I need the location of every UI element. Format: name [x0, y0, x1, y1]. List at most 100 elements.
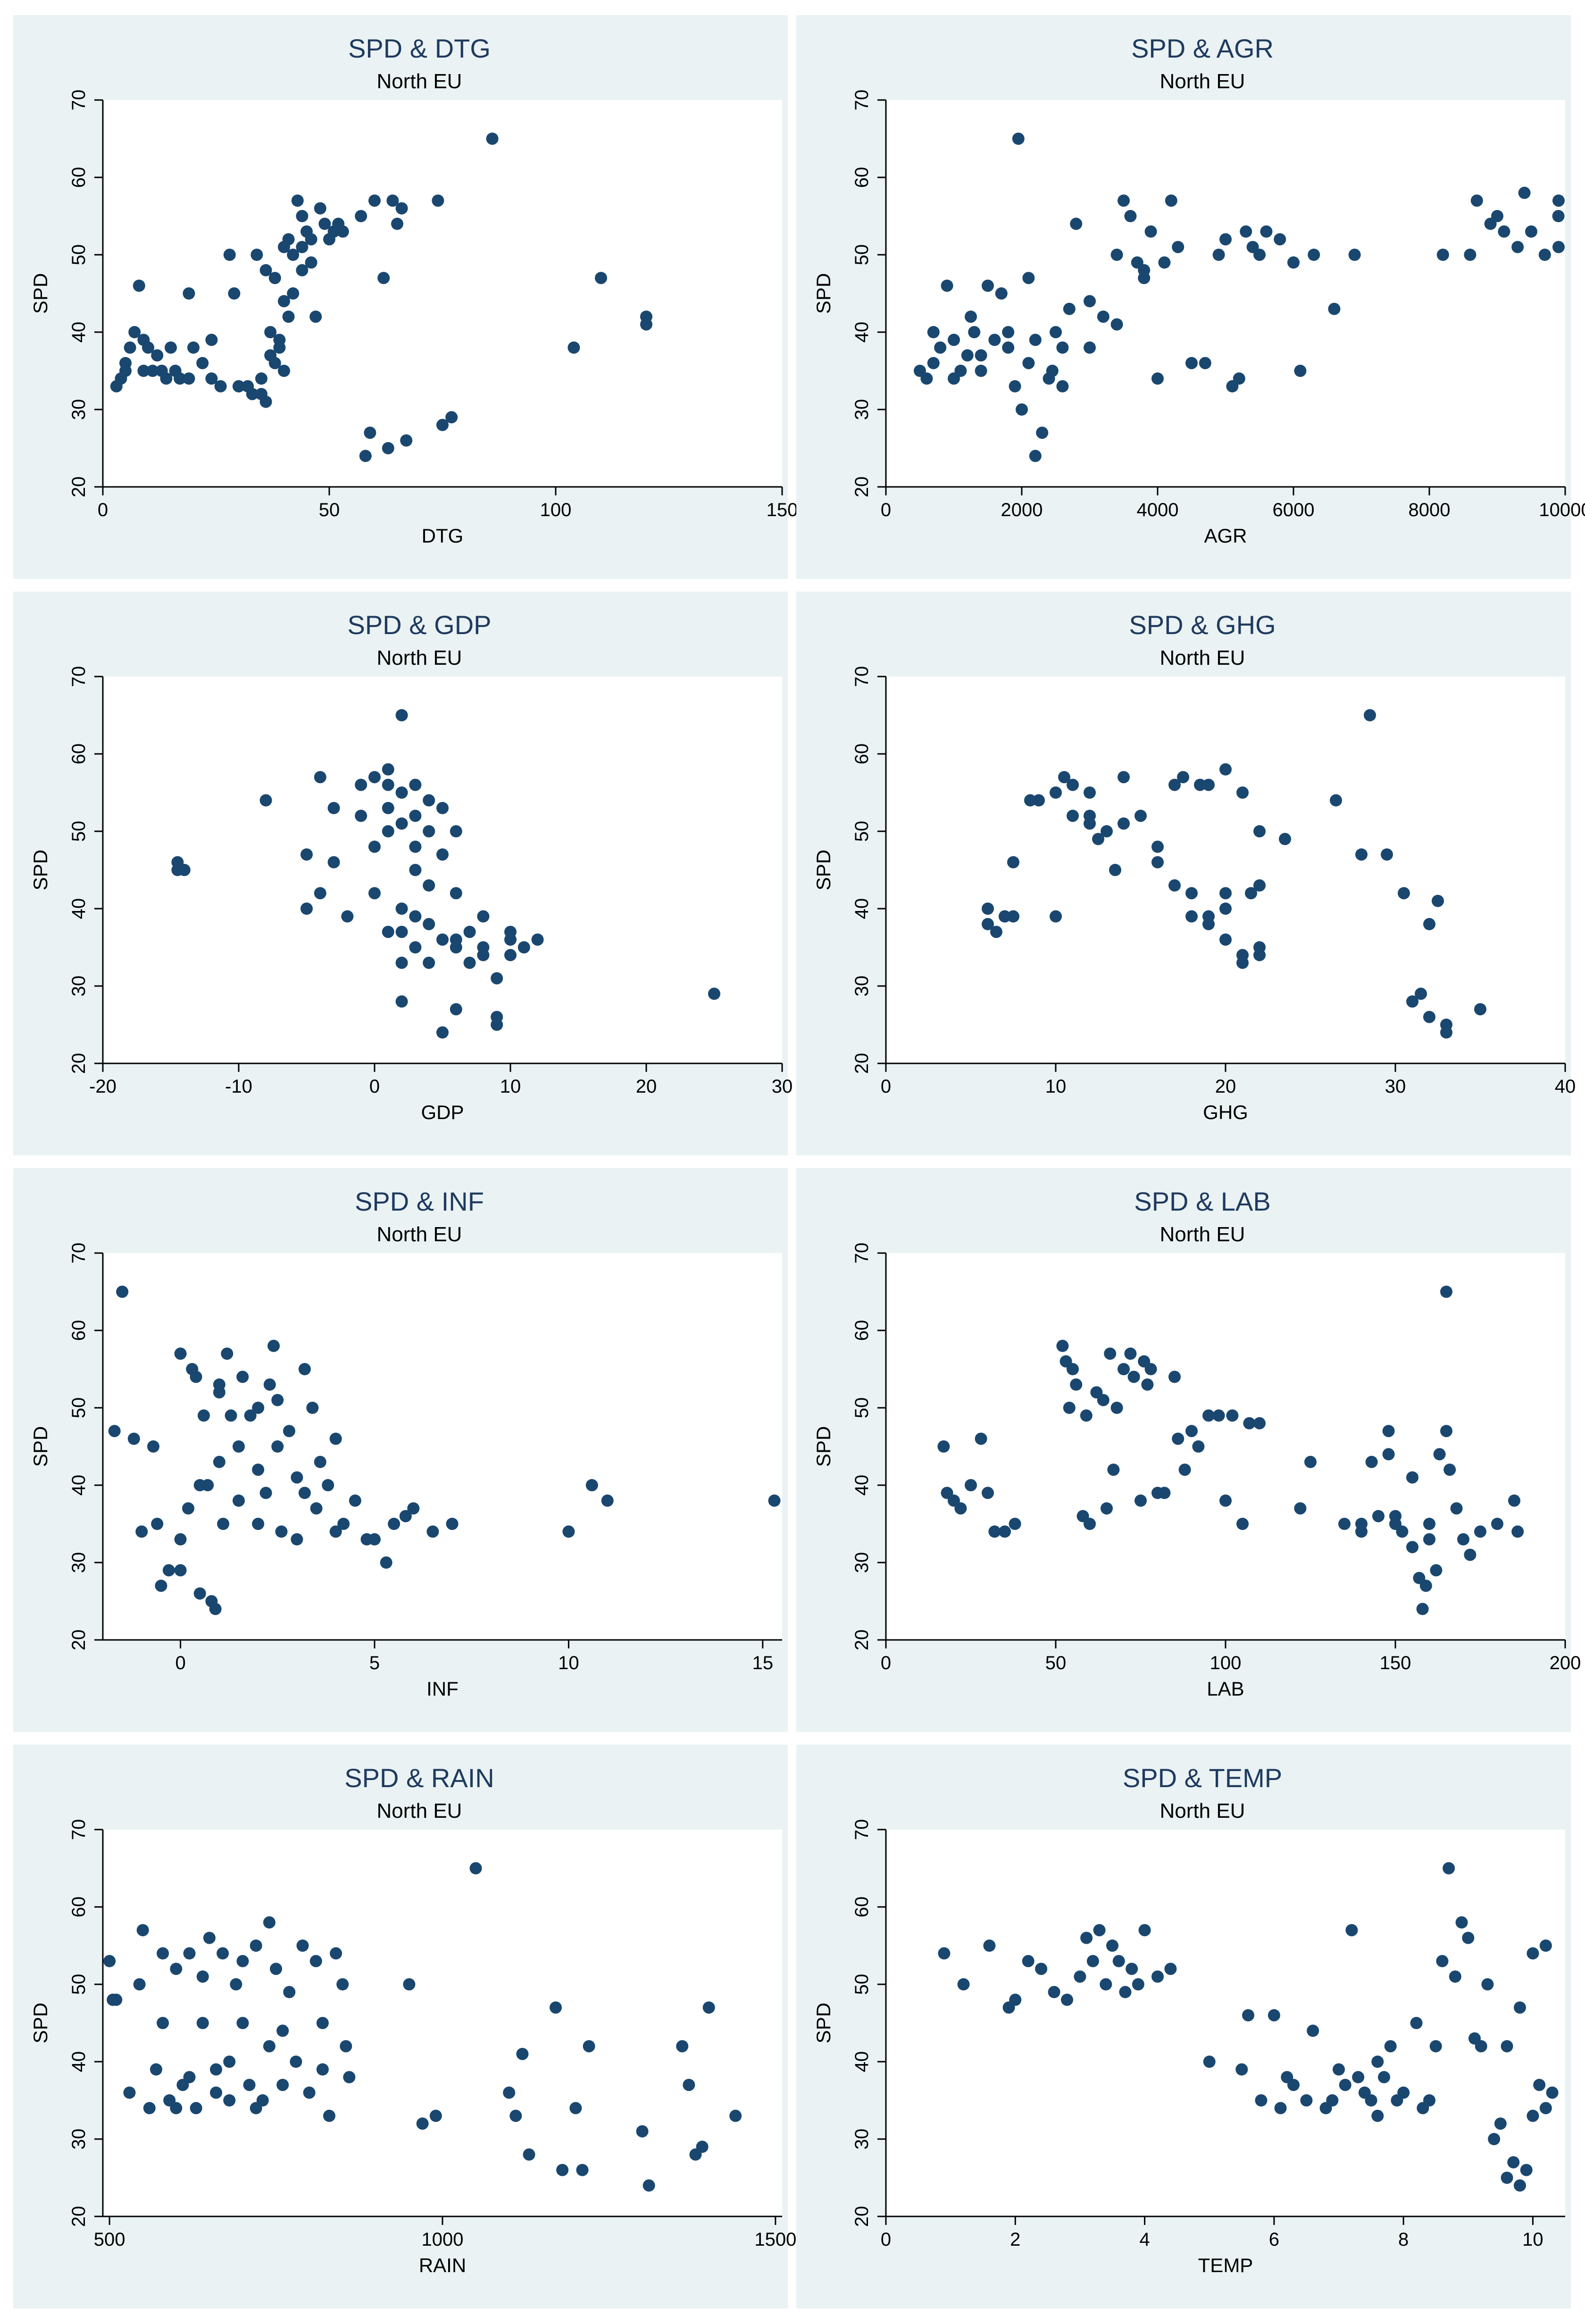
- data-point: [170, 2102, 183, 2115]
- data-point: [382, 825, 394, 837]
- data-point: [268, 272, 281, 284]
- y-tick-label: 30: [68, 2129, 89, 2150]
- data-point: [1100, 1978, 1112, 1990]
- data-point: [676, 2040, 689, 2053]
- data-point: [300, 903, 313, 915]
- data-point: [975, 1432, 987, 1445]
- data-point: [1406, 995, 1418, 1008]
- data-point: [1067, 1363, 1079, 1375]
- data-point: [290, 2056, 302, 2068]
- data-point: [1092, 833, 1104, 845]
- data-point: [1219, 933, 1232, 946]
- data-point: [1070, 1378, 1083, 1391]
- chart-panel-6: SPD & LAB North EU 20 30 40 50 60 70 0 50 100 150 20…: [796, 1168, 1581, 1732]
- data-point: [436, 1026, 449, 1039]
- chart-subtitle: North EU: [1160, 1223, 1245, 1246]
- data-point: [1124, 210, 1137, 222]
- data-point: [1364, 709, 1376, 721]
- data-point: [999, 910, 1011, 923]
- plot-area: [886, 100, 1565, 487]
- data-point: [246, 388, 259, 401]
- data-point: [1109, 864, 1121, 876]
- data-point: [309, 1955, 322, 1967]
- x-axis-title: AGR: [1204, 525, 1247, 547]
- data-point: [1520, 2164, 1533, 2176]
- data-point: [196, 357, 209, 369]
- data-point: [423, 879, 435, 892]
- data-point: [1101, 1502, 1113, 1515]
- data-point: [1212, 1409, 1225, 1422]
- chart-subtitle: North EU: [1160, 70, 1245, 93]
- x-axis-title: TEMP: [1198, 2254, 1253, 2276]
- data-point: [271, 1394, 284, 1406]
- data-point: [409, 910, 422, 923]
- chart-subtitle: North EU: [377, 70, 462, 93]
- data-point: [982, 903, 994, 915]
- data-point: [316, 2063, 329, 2076]
- data-point: [1132, 1978, 1144, 1990]
- data-point: [702, 2001, 715, 2014]
- data-point: [382, 778, 394, 791]
- data-point: [267, 1339, 280, 1352]
- data-point: [1158, 256, 1171, 269]
- chart-panel-1: SPD & DTG North EU 20 30 40 50 60 70 0 50 100 150 DT…: [13, 15, 798, 579]
- data-point: [1507, 2156, 1520, 2169]
- data-point: [1419, 1580, 1432, 1592]
- data-point: [1527, 1947, 1539, 1960]
- data-point: [1118, 194, 1130, 207]
- data-point: [1056, 1339, 1069, 1352]
- data-point: [1203, 2056, 1216, 2068]
- data-point: [1144, 1363, 1157, 1375]
- data-point: [995, 287, 1008, 300]
- data-point: [1464, 1548, 1477, 1561]
- chart-title: SPD & INF: [355, 1187, 484, 1216]
- data-point: [1074, 1970, 1086, 1983]
- data-point: [517, 941, 530, 953]
- data-point: [298, 1487, 311, 1499]
- data-point: [1177, 771, 1189, 784]
- data-point: [364, 426, 376, 439]
- x-tick-label: 0: [98, 500, 108, 520]
- data-point: [316, 2017, 329, 2029]
- data-point: [1382, 1425, 1395, 1438]
- data-point: [217, 1518, 230, 1530]
- data-point: [343, 2071, 356, 2083]
- data-point: [1501, 2040, 1513, 2053]
- data-point: [1406, 1541, 1418, 1554]
- x-tick-label: 4: [1139, 2229, 1150, 2250]
- data-point: [1138, 1924, 1151, 1937]
- y-tick-label: 70: [851, 1243, 872, 1264]
- data-point: [1106, 1939, 1118, 1952]
- data-point: [562, 1525, 575, 1538]
- data-point: [1330, 794, 1342, 807]
- y-tick-label: 70: [68, 666, 89, 687]
- data-point: [601, 1494, 614, 1507]
- data-point: [395, 903, 408, 915]
- y-tick-label: 20: [851, 477, 872, 498]
- data-point: [1440, 1425, 1452, 1438]
- y-tick-label: 50: [851, 244, 872, 266]
- data-point: [336, 1978, 349, 1990]
- data-point: [1002, 326, 1015, 338]
- data-point: [1101, 825, 1113, 837]
- y-axis-title: SPD: [29, 850, 51, 890]
- data-point: [1151, 856, 1164, 869]
- data-point: [1084, 341, 1096, 354]
- data-point: [1253, 825, 1266, 837]
- data-point: [183, 287, 195, 300]
- x-tick-label: 6: [1269, 2229, 1279, 2250]
- data-point: [934, 341, 947, 354]
- data-point: [282, 310, 295, 323]
- data-point: [1164, 1963, 1177, 1975]
- data-point: [1172, 1432, 1185, 1445]
- data-point: [1007, 910, 1019, 923]
- data-point: [975, 349, 987, 362]
- data-point: [157, 2017, 169, 2029]
- data-point: [250, 249, 263, 261]
- x-tick-label: 10: [1522, 2229, 1543, 2250]
- data-point: [275, 1525, 288, 1538]
- data-point: [225, 1409, 237, 1422]
- data-point: [1474, 1525, 1486, 1538]
- data-point: [314, 771, 326, 784]
- data-point: [214, 380, 227, 393]
